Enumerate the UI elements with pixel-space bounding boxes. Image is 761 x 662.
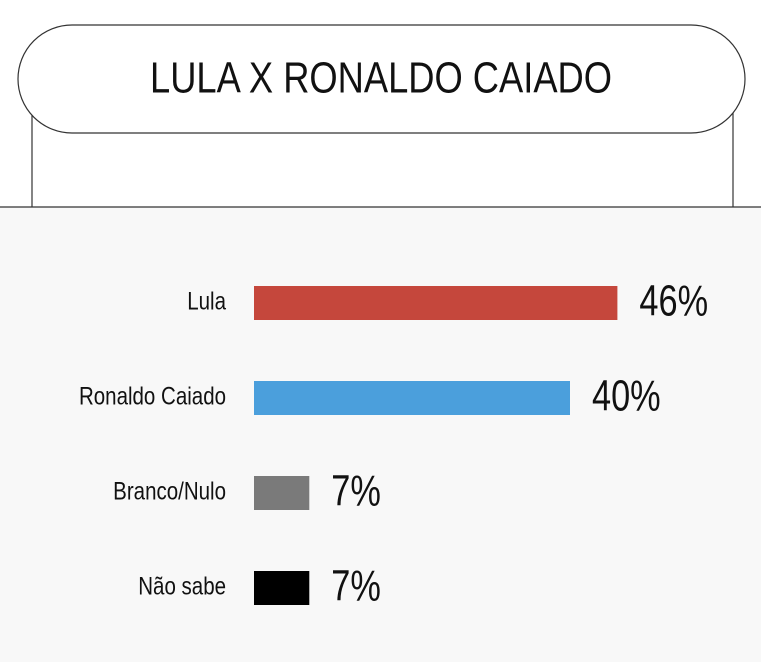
- bar: [254, 381, 570, 415]
- plot-background: [0, 207, 761, 662]
- chart-title: LULA X RONALDO CAIADO: [150, 54, 612, 103]
- category-label: Ronaldo Caiado: [79, 383, 226, 411]
- title-box: [17, 24, 746, 134]
- category-label: Não sabe: [138, 573, 226, 601]
- category-label: Lula: [187, 288, 226, 316]
- value-label: 7%: [331, 562, 381, 611]
- value-label: 46%: [639, 277, 708, 326]
- bar: [254, 286, 618, 320]
- bar: [254, 571, 310, 605]
- category-label: Branco/Nulo: [113, 478, 226, 506]
- value-label: 7%: [331, 467, 381, 516]
- value-label: 40%: [592, 372, 661, 421]
- bar: [254, 476, 310, 510]
